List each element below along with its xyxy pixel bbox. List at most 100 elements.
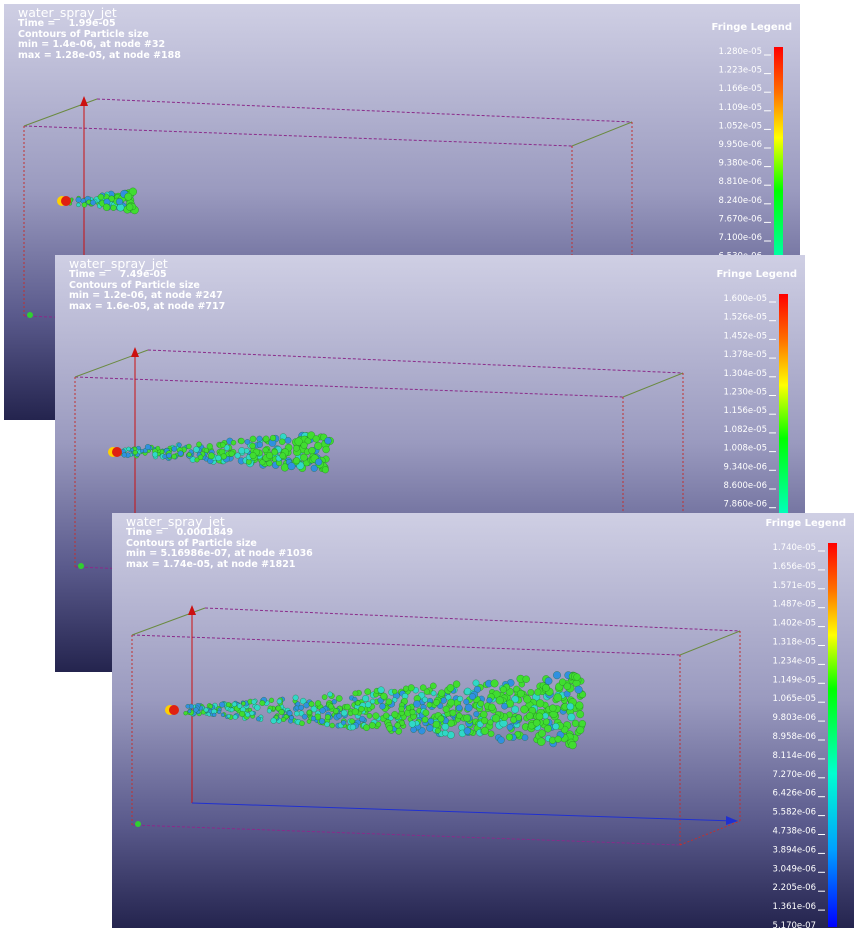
particle bbox=[320, 708, 326, 714]
particle bbox=[464, 699, 470, 705]
particle bbox=[443, 706, 450, 713]
wireframe-edge bbox=[205, 608, 740, 631]
particle bbox=[235, 453, 241, 459]
particle bbox=[178, 451, 183, 456]
particle bbox=[90, 200, 95, 205]
particle bbox=[353, 691, 358, 696]
wireframe-edge bbox=[75, 377, 623, 397]
particle bbox=[193, 447, 199, 453]
particle bbox=[341, 720, 346, 725]
particle bbox=[152, 452, 157, 457]
particle bbox=[314, 442, 322, 450]
particle bbox=[307, 719, 311, 723]
particle bbox=[279, 439, 285, 445]
particle bbox=[383, 713, 389, 719]
legend-title: Fringe Legend bbox=[766, 518, 846, 529]
legend-label: 1.230e-05 bbox=[724, 388, 767, 398]
header-line: min = 1.2e-06, at node #247 bbox=[69, 291, 225, 302]
legend-label: 1.082e-05 bbox=[724, 425, 767, 435]
particle bbox=[281, 717, 286, 722]
particle bbox=[220, 442, 225, 447]
particle bbox=[410, 709, 416, 715]
particle bbox=[438, 690, 445, 697]
particle bbox=[309, 701, 314, 706]
particle bbox=[319, 719, 325, 725]
particle bbox=[555, 736, 562, 743]
particle bbox=[387, 725, 393, 731]
particle bbox=[293, 695, 299, 701]
header-line: min = 1.4e-06, at node #32 bbox=[18, 40, 181, 51]
particle bbox=[315, 700, 321, 706]
particle bbox=[359, 706, 365, 712]
particle bbox=[350, 724, 356, 730]
particle bbox=[103, 204, 110, 211]
header-line: Time = 7.49e-05 bbox=[69, 270, 225, 281]
particle bbox=[341, 710, 347, 716]
particle bbox=[365, 689, 371, 695]
header-line: Time = 0.0001849 bbox=[126, 528, 313, 539]
legend-label: 1.223e-05 bbox=[719, 66, 762, 76]
particle bbox=[524, 696, 532, 704]
legend-label: 1.304e-05 bbox=[724, 369, 767, 379]
legend-label: 9.340e-06 bbox=[724, 462, 767, 472]
composite-screenshot: Fringe Legend1.280e-051.223e-051.166e-05… bbox=[0, 0, 854, 928]
particle bbox=[194, 708, 199, 713]
particle bbox=[239, 711, 245, 717]
particle bbox=[378, 687, 385, 694]
particle bbox=[501, 703, 507, 709]
particle bbox=[428, 718, 434, 724]
particle bbox=[250, 436, 256, 442]
particle bbox=[423, 710, 429, 716]
particle bbox=[325, 714, 330, 719]
particle bbox=[528, 689, 534, 695]
legend-label: 8.958e-06 bbox=[773, 732, 816, 742]
particle bbox=[245, 439, 250, 444]
particle bbox=[409, 721, 416, 728]
particle bbox=[98, 194, 104, 200]
particle bbox=[263, 447, 269, 453]
particle bbox=[442, 723, 449, 730]
particle bbox=[304, 703, 310, 709]
header-info: water_spray_jetTime = 1.99e-05Contours o… bbox=[18, 7, 181, 61]
particle bbox=[116, 198, 123, 205]
particle bbox=[427, 702, 432, 707]
wireframe-edge bbox=[680, 821, 740, 845]
particle bbox=[250, 452, 256, 458]
particle bbox=[496, 697, 504, 705]
particle bbox=[511, 706, 518, 713]
particle bbox=[574, 674, 581, 681]
particle bbox=[500, 686, 507, 693]
particle bbox=[553, 671, 561, 679]
particle bbox=[507, 724, 513, 730]
legend-label: 1.156e-05 bbox=[724, 406, 767, 416]
legend-label: 3.894e-06 bbox=[773, 845, 816, 855]
particle bbox=[522, 735, 528, 741]
particle bbox=[281, 464, 289, 472]
particle bbox=[403, 686, 409, 692]
particle bbox=[254, 705, 260, 711]
viewport-canvas: Fringe Legend1.740e-051.656e-051.571e-05… bbox=[112, 513, 854, 928]
particle bbox=[82, 202, 87, 207]
particle bbox=[251, 699, 256, 704]
particle bbox=[293, 457, 300, 464]
particle bbox=[212, 713, 216, 717]
legend-label: 1.402e-05 bbox=[773, 619, 816, 629]
particle bbox=[117, 204, 124, 211]
particle bbox=[111, 205, 117, 211]
particle bbox=[328, 692, 333, 697]
particle bbox=[488, 720, 494, 726]
legend-label: 3.049e-06 bbox=[773, 864, 816, 874]
origin-marker bbox=[135, 821, 141, 827]
particle bbox=[209, 705, 213, 709]
particle bbox=[506, 734, 513, 741]
particle bbox=[430, 683, 436, 689]
particle bbox=[456, 713, 462, 719]
particle bbox=[257, 442, 263, 448]
legend-label: 2.205e-06 bbox=[773, 883, 816, 893]
particle bbox=[568, 713, 576, 721]
particle bbox=[481, 727, 489, 735]
particle bbox=[510, 717, 516, 723]
particle bbox=[399, 706, 405, 712]
legend-label: 8.810e-06 bbox=[719, 177, 762, 187]
particle bbox=[433, 699, 439, 705]
